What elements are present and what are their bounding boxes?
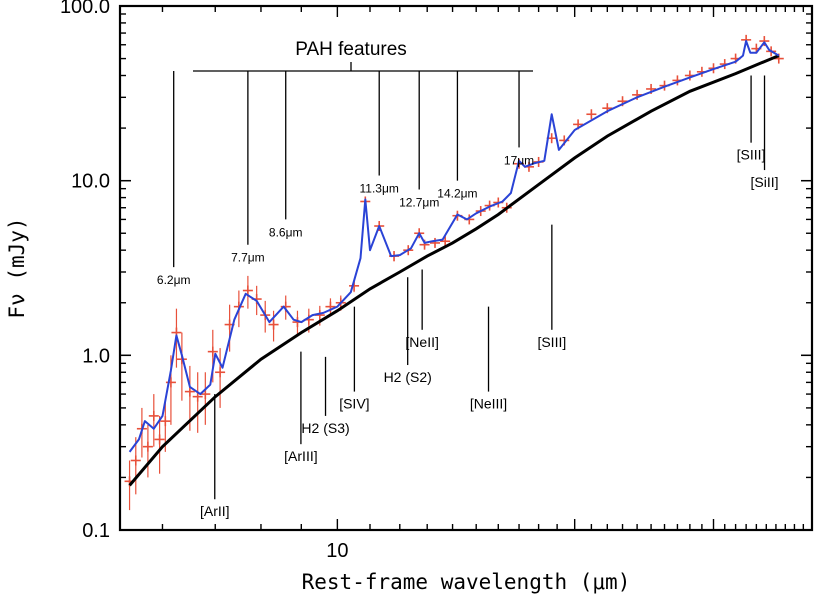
model-fit-line <box>128 40 780 453</box>
emission-line-label: [NeIII] <box>470 396 507 412</box>
y-tick-label: 10.0 <box>71 171 110 193</box>
continuum-line <box>128 54 780 487</box>
observed-point <box>586 109 597 120</box>
observed-point <box>130 437 141 495</box>
y-tick-label: 100.0 <box>60 0 110 18</box>
plot-frame <box>118 4 814 532</box>
pah-feature-label: 12.7μm <box>399 196 439 210</box>
pah-feature-label: 17μm <box>504 153 534 167</box>
emission-line-label: [SiII] <box>751 174 779 190</box>
y-tick-label: 0.1 <box>82 520 110 542</box>
observed-point <box>154 415 165 474</box>
observed-point <box>440 236 451 247</box>
emission-line-label: [SIV] <box>339 396 369 412</box>
pah-feature-label: 14.2μm <box>437 187 477 201</box>
emission-line-label: [SIII] <box>737 147 766 163</box>
series-layer <box>124 34 784 511</box>
observed-point <box>215 348 226 408</box>
x-tick-label: 10 <box>326 540 348 562</box>
pah-features-title: PAH features <box>295 39 407 60</box>
pah-feature-label: 7.7μm <box>231 251 265 265</box>
x-axis-title: Rest-frame wavelength (μm) <box>302 570 631 594</box>
y-tick-label: 1.0 <box>82 345 110 367</box>
emission-line-label: [ArIII] <box>284 448 317 464</box>
emission-line-label: [SIII] <box>537 334 566 350</box>
tick-layer: 0.1 1.0 10.0 100.0 10 <box>60 0 812 562</box>
pah-feature-label: 6.2μm <box>157 273 191 287</box>
observed-point <box>200 372 211 425</box>
observed-point <box>142 424 153 478</box>
observed-point <box>268 310 279 342</box>
observed-point <box>148 394 159 447</box>
emission-line-label: [ArII] <box>200 503 230 519</box>
emission-line-label: H2 (S3) <box>301 420 349 436</box>
observed-point <box>242 275 253 309</box>
y-axis-title: Fν (mJy) <box>5 217 29 318</box>
emission-line-label: [NeII] <box>405 334 438 350</box>
emission-line-label: H2 (S2) <box>384 369 432 385</box>
pah-feature-label: 8.6μm <box>269 225 303 239</box>
pah-feature-label: 11.3μm <box>360 182 399 196</box>
